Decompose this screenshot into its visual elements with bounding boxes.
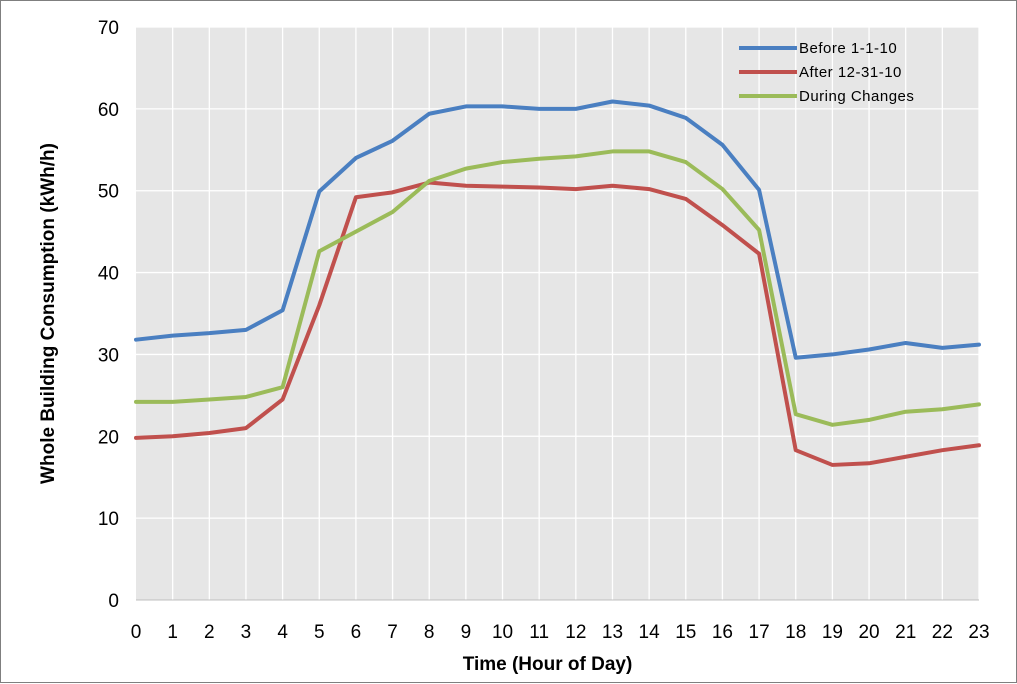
y-tick-label: 70	[98, 18, 119, 39]
y-axis-ticks: 0 10 20 30 40 50 60 70	[98, 18, 119, 612]
plot-area	[136, 27, 979, 600]
x-tick-label: 5	[314, 622, 325, 643]
y-tick-label: 60	[98, 100, 119, 121]
x-tick-label: 7	[387, 622, 398, 643]
series-line-1	[134, 180, 981, 467]
x-axis-ticks: 0 1 2 3 4 5 6 7 8 9 10 11 12 13 14 15 16 17 18 19 20 21 22 23	[131, 622, 990, 643]
y-tick-label: 50	[98, 182, 119, 203]
y-axis-title: Whole Building Consumption (kWh/h)	[38, 143, 59, 484]
y-tick-label: 10	[98, 509, 119, 530]
x-tick-label: 21	[895, 622, 916, 643]
x-tick-label: 1	[167, 622, 178, 643]
legend-label: During Changes	[799, 88, 914, 105]
x-tick-label: 14	[639, 622, 661, 643]
legend-label: After 12-31-10	[799, 64, 902, 81]
x-tick-label: 10	[492, 622, 513, 643]
legend-label: Before 1-1-10	[799, 40, 897, 57]
legend: Before 1-1-10 After 12-31-10 During Change…	[739, 40, 914, 105]
x-tick-label: 15	[675, 622, 696, 643]
x-tick-label: 19	[822, 622, 843, 643]
y-tick-label: 30	[98, 345, 119, 366]
x-tick-label: 3	[241, 622, 252, 643]
y-tick-label: 0	[108, 591, 119, 612]
x-tick-label: 13	[602, 622, 623, 643]
x-tick-label: 11	[529, 622, 549, 643]
series-line-0	[134, 99, 981, 360]
x-tick-label: 23	[968, 622, 989, 643]
x-tick-label: 6	[351, 622, 362, 643]
x-tick-label: 17	[749, 622, 770, 643]
x-tick-label: 8	[424, 622, 435, 643]
x-axis-title: Time (Hour of Day)	[463, 654, 633, 675]
x-tick-label: 16	[712, 622, 733, 643]
y-tick-label: 40	[98, 264, 119, 285]
x-tick-label: 2	[204, 622, 215, 643]
x-tick-label: 22	[932, 622, 953, 643]
y-tick-label: 20	[98, 427, 119, 448]
x-tick-label: 18	[785, 622, 806, 643]
x-tick-label: 20	[858, 622, 879, 643]
x-tick-label: 9	[461, 622, 472, 643]
series-line-2	[134, 149, 981, 427]
x-tick-label: 12	[565, 622, 586, 643]
x-tick-label: 4	[277, 622, 288, 643]
gridlines	[136, 26, 980, 601]
series-lines	[134, 99, 981, 467]
x-tick-label: 0	[131, 622, 142, 643]
